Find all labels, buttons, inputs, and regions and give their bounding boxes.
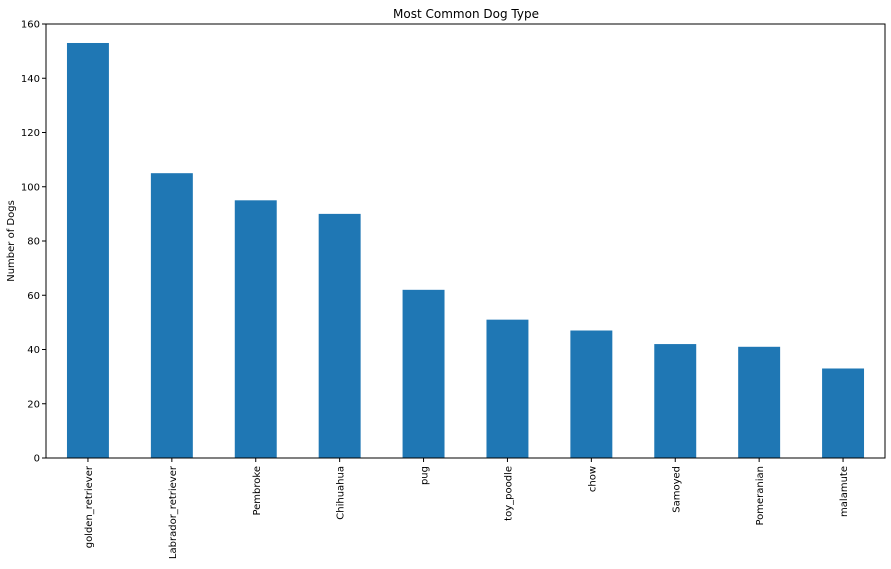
y-tick-label: 80: [27, 237, 40, 248]
x-tick-label: pug: [420, 466, 431, 485]
y-tick-label: 140: [21, 74, 40, 85]
bar-pomeranian: [738, 346, 781, 458]
x-tick-label: chow: [587, 466, 598, 492]
y-tick-label: 120: [21, 128, 40, 139]
y-axis-ticks: 0 20 40 60 80 100 120 140 160: [21, 20, 46, 465]
x-axis-ticks: golden_retriever Labrador_retriever Pembro…: [84, 458, 850, 559]
x-tick-label: Chihuahua: [336, 466, 347, 520]
plot-area-frame: [45, 23, 886, 459]
x-tick-label: Pembroke: [252, 466, 263, 516]
x-tick-label: golden_retriever: [84, 465, 95, 548]
x-tick-label: Labrador_retriever: [168, 465, 179, 559]
bar-samoyed: [654, 344, 697, 458]
y-tick-label: 60: [27, 291, 40, 302]
x-tick-label: toy_poodle: [503, 466, 514, 521]
bar-pembroke: [234, 200, 277, 458]
y-tick-label: 0: [34, 454, 40, 465]
bar-malamute: [822, 368, 865, 458]
bar-golden-retriever: [66, 42, 109, 459]
y-tick-label: 20: [27, 399, 40, 410]
bar-labrador-retriever: [150, 173, 193, 458]
bar-chow: [570, 330, 613, 458]
y-tick-label: 100: [21, 182, 40, 193]
y-axis-label: Number of Dogs: [6, 200, 17, 282]
x-tick-label: malamute: [839, 466, 850, 517]
bars-layer: [66, 42, 865, 459]
x-tick-label: Pomeranian: [755, 466, 766, 526]
bar-toy-poodle: [486, 319, 529, 458]
y-tick-label: 160: [21, 20, 40, 31]
chart-title: Most Common Dog Type: [393, 7, 539, 21]
bar-chihuahua: [318, 213, 361, 459]
y-tick-label: 40: [27, 345, 40, 356]
bar-pug: [402, 289, 445, 458]
x-tick-label: Samoyed: [671, 466, 682, 513]
